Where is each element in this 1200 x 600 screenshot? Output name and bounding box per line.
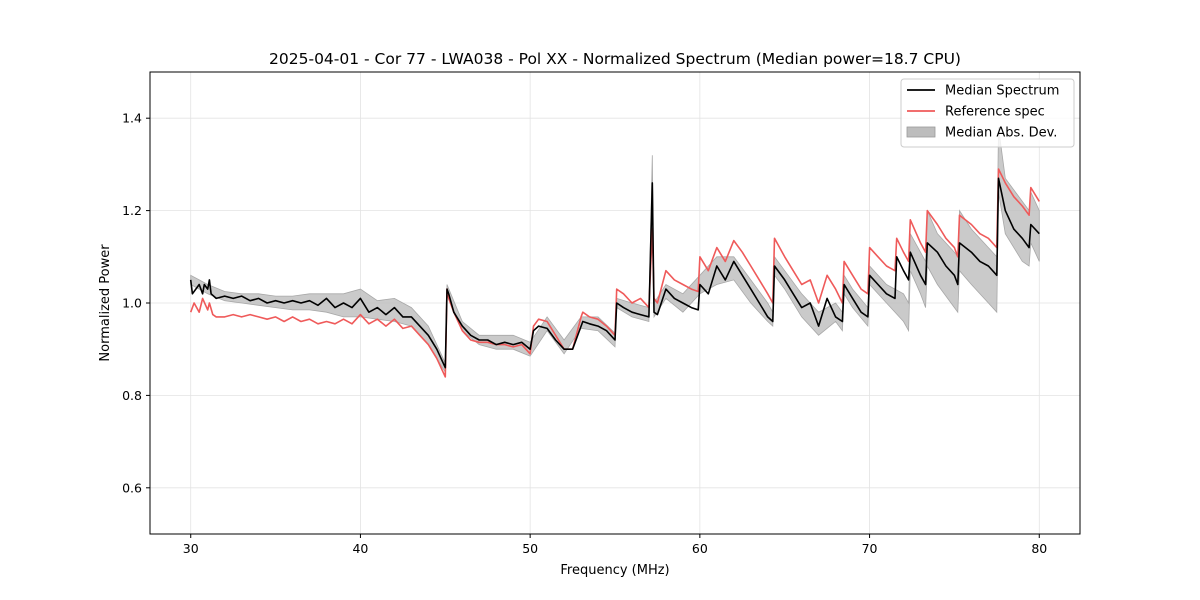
- chart-title: 2025-04-01 - Cor 77 - LWA038 - Pol XX - …: [269, 50, 961, 68]
- y-tick-label: 0.6: [122, 480, 142, 495]
- legend-box: [900, 78, 1075, 148]
- y-tick-label: 1.2: [122, 203, 142, 218]
- axis-ticks: 30 40 50 60 70 80 0.6 0.8 1.0 1.2 1.4: [122, 111, 1047, 556]
- x-tick-label: 50: [522, 541, 538, 556]
- mad-band: [190, 127, 1040, 374]
- y-tick-label: 1.4: [122, 111, 142, 126]
- legend-swatch-mad: [906, 126, 936, 138]
- x-tick-label: 60: [692, 541, 708, 556]
- reference-spectrum-line: [189, 168, 1040, 378]
- x-tick-label: 30: [183, 541, 199, 556]
- legend: Median Spectrum Reference spec Median Ab…: [900, 78, 1075, 148]
- mad-band-layer: [190, 127, 1040, 374]
- y-tick-label: 1.0: [122, 296, 142, 311]
- legend-label-median: Median Spectrum: [945, 84, 1059, 99]
- legend-label-reference: Reference spec: [945, 105, 1045, 120]
- x-axis-label: Frequency (MHz): [560, 563, 669, 578]
- x-tick-label: 70: [862, 541, 878, 556]
- y-axis-label: Normalized Power: [98, 244, 113, 362]
- median-spectrum-line: [189, 177, 1040, 369]
- x-tick-label: 80: [1031, 541, 1047, 556]
- x-tick-label: 40: [352, 541, 368, 556]
- legend-label-mad: Median Abs. Dev.: [945, 126, 1057, 141]
- y-tick-label: 0.8: [122, 388, 142, 403]
- series-lines: [189, 168, 1040, 378]
